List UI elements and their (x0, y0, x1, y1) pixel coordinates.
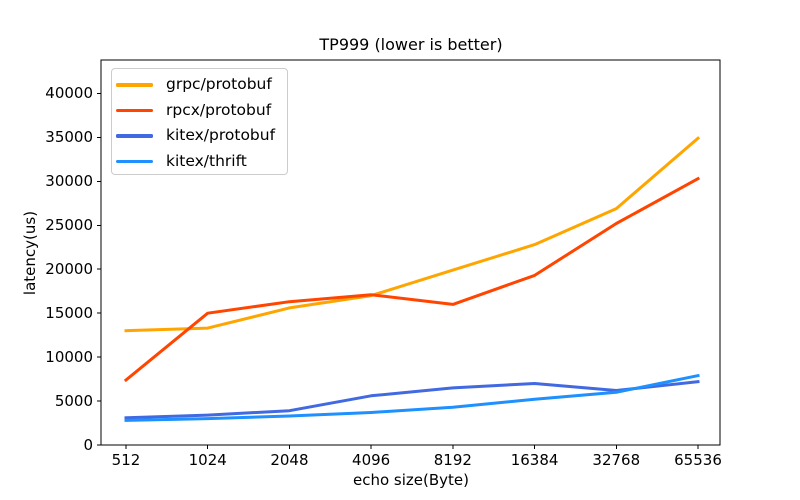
legend-item-label: grpc/protobuf (166, 75, 272, 93)
x-tick-label: 65536 (674, 451, 722, 469)
y-tick-label: 25000 (45, 216, 93, 235)
x-tick-label: 8192 (433, 451, 472, 469)
y-tick-label: 30000 (45, 172, 93, 191)
legend-item: kitex/protobuf (116, 123, 287, 149)
x-tick-label: 512 (111, 451, 141, 469)
x-tick-label: 16384 (510, 451, 559, 469)
legend-item: kitex/thrift (116, 149, 287, 175)
legend-line-sample (116, 83, 153, 87)
legend-line-sample (116, 108, 153, 112)
x-tick-label: 4096 (352, 451, 391, 469)
y-tick-label: 40000 (45, 84, 93, 103)
line-kitex-protobuf (124, 380, 700, 420)
y-tick-label: 0 (83, 436, 93, 454)
legend-item-label: kitex/protobuf (166, 126, 276, 144)
x-axis-label: echo size(Byte) (353, 471, 469, 489)
line-grpc-protobuf (124, 136, 701, 333)
y-tick-label: 20000 (45, 260, 93, 279)
legend-item: rpcx/protobuf (116, 98, 287, 124)
y-tick-label: 35000 (45, 128, 93, 147)
x-tick-label: 1024 (188, 451, 227, 469)
x-tick-label: 2048 (270, 451, 309, 469)
y-tick-label: 15000 (45, 304, 93, 323)
x-tick-label: 32768 (592, 451, 641, 469)
chart-title: TP999 (lower is better) (319, 35, 503, 54)
line-rpcx-protobuf (123, 176, 701, 383)
y-tick-label: 10000 (45, 348, 93, 367)
legend-item-label: rpcx/protobuf (166, 100, 272, 119)
legend-item: grpc/protobuf (116, 72, 287, 98)
y-tick-label: 5000 (54, 392, 93, 411)
legend-line-sample (116, 134, 153, 138)
legend-line-sample (116, 159, 153, 163)
line-kitex-thrift (124, 373, 700, 422)
axes-frame (100, 59, 721, 446)
legend-item-label: kitex/thrift (166, 151, 247, 170)
legend: grpc/protobuf rpcx/protobuf kitex/protobuf… (111, 68, 288, 175)
